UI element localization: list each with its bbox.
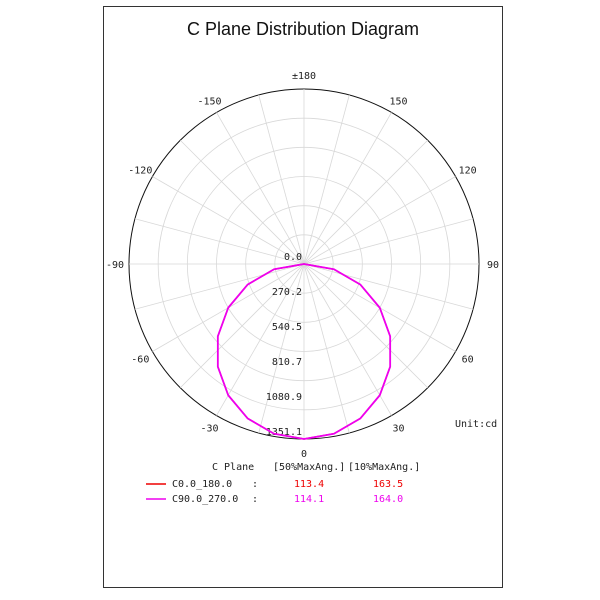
angle-tick-label: -90 (106, 260, 124, 271)
angle-tick-label: 90 (487, 260, 499, 271)
radial-tick-label: 810.7 (272, 357, 302, 368)
series-curve-C90.0_270.0 (216, 263, 392, 440)
grid-spoke (134, 263, 305, 310)
legend-header: [50%MaxAng.] (273, 462, 345, 473)
grid-spoke (303, 263, 429, 389)
grid-spoke (303, 263, 392, 416)
legend-header: C Plane (212, 462, 254, 473)
grid-spoke (179, 263, 305, 389)
angle-tick-label: 120 (459, 166, 477, 177)
grid-spoke (258, 263, 305, 434)
radial-tick-label: 0.0 (284, 252, 302, 263)
angle-tick-label: -150 (197, 96, 221, 107)
radial-tick-label: 1080.9 (266, 392, 302, 403)
angle-tick-label: -120 (128, 166, 152, 177)
grid-spoke (303, 94, 350, 265)
grid-spoke (152, 176, 305, 265)
series-curves (216, 263, 392, 440)
grid-spoke (134, 218, 305, 265)
angle-labels: ±180 150 120 90 60 30 0 -30 -60 -90 -120 -150 (106, 71, 499, 460)
grid-spoke (216, 263, 305, 416)
angle-tick-label: 60 (462, 355, 474, 366)
legend-tenth-angle: 163.5 (373, 479, 403, 490)
angle-tick-label: 0 (301, 449, 307, 460)
angle-tick-label: -30 (200, 424, 218, 435)
grid-spoke (303, 176, 456, 265)
angle-tick-label: ±180 (292, 71, 316, 82)
radial-tick-label: 1351.1 (266, 427, 302, 438)
radial-tick-label: 540.5 (272, 322, 302, 333)
grid-spoke (179, 139, 305, 265)
angle-tick-label: 30 (392, 424, 404, 435)
legend-separator: : (252, 479, 258, 490)
grid-spoke (303, 263, 474, 310)
legend-half-angle: 113.4 (294, 479, 324, 490)
legend-separator: : (252, 494, 258, 505)
grid-spoke (303, 218, 474, 265)
grid-spoke (216, 112, 305, 265)
chart-title: C Plane Distribution Diagram (186, 19, 420, 39)
legend-half-angle: 114.1 (294, 494, 324, 505)
angle-tick-label: -60 (131, 355, 149, 366)
grid-spoke (303, 139, 429, 265)
legend-tenth-angle: 164.0 (373, 494, 403, 505)
unit-label: Unit:cd (455, 419, 497, 430)
grid-spoke (303, 263, 350, 434)
page-frame (103, 6, 503, 588)
radial-tick-label: 270.2 (272, 287, 302, 298)
legend-series-name: C90.0_270.0 (172, 494, 238, 505)
grid-spoke (258, 94, 305, 265)
legend-series-name: C0.0_180.0 (172, 479, 232, 490)
grid-spoke (303, 112, 392, 265)
angle-tick-label: 150 (389, 96, 407, 107)
legend-header: [10%MaxAng.] (348, 462, 420, 473)
legend: C Plane [50%MaxAng.] [10%MaxAng.] C0.0_180.… (146, 462, 420, 505)
radial-labels: 0.0 270.2 540.5 810.7 1080.9 1351.1 (266, 252, 302, 438)
